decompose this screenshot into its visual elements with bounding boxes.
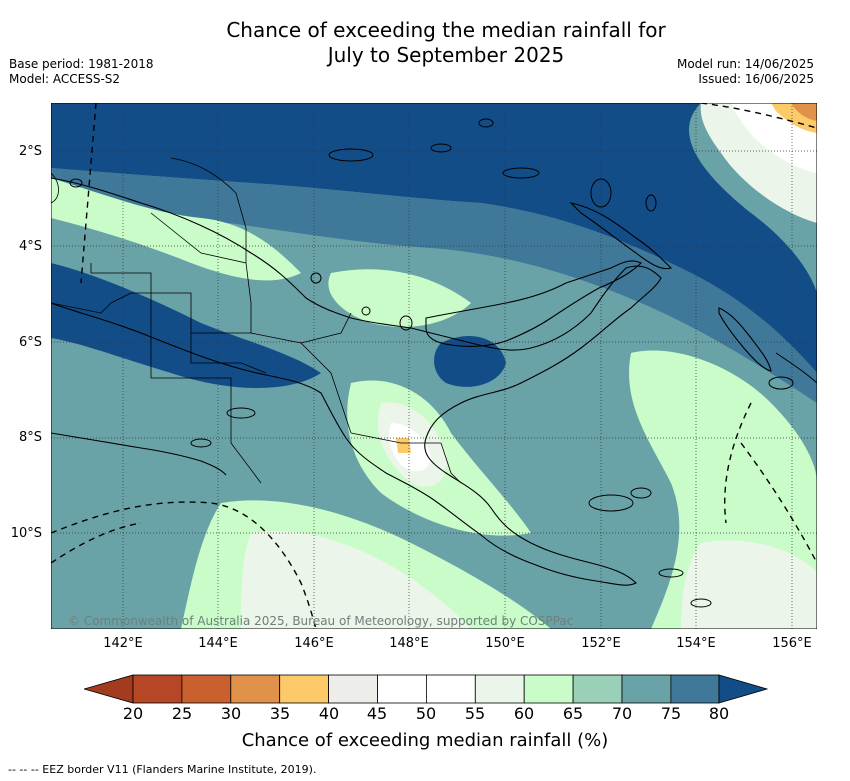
colorbar-tick-30: 30 — [220, 704, 242, 723]
lat-label-10s: 10°S — [10, 526, 42, 541]
colorbar-bin-75-80 — [670, 674, 720, 704]
colorbar-bin-30-35 — [230, 674, 281, 704]
zone-55-60-south — [241, 531, 471, 629]
meta-right: Model run: 14/06/2025 Issued: 16/06/2025 — [677, 57, 814, 87]
lon-label-150e: 150°E — [485, 636, 525, 651]
zone-60-65-north — [51, 178, 301, 281]
colorbar-tick-65: 65 — [562, 704, 584, 723]
lon-label-148e: 148°E — [389, 636, 429, 651]
colorbar — [84, 674, 768, 704]
rainfall-map — [51, 103, 817, 629]
colorbar-bin-20-25 — [132, 674, 183, 704]
lat-label-8s: 8°S — [18, 430, 42, 445]
colorbar-tick-80: 80 — [708, 704, 730, 723]
lon-label-152e: 152°E — [581, 636, 621, 651]
colorbar-tick-40: 40 — [318, 704, 340, 723]
colorbar-over — [718, 674, 768, 704]
colorbar-bin-50-55 — [425, 674, 476, 704]
lon-label-142e: 142°E — [103, 636, 143, 651]
lat-label-4s: 4°S — [18, 239, 42, 254]
lon-label-144e: 144°E — [198, 636, 238, 651]
colorbar-tick-45: 45 — [366, 704, 388, 723]
lat-label-6s: 6°S — [18, 335, 42, 350]
title-line-1: Chance of exceeding the median rainfall … — [226, 18, 666, 42]
colorbar-tick-60: 60 — [513, 704, 535, 723]
zone-55-60-se — [681, 540, 817, 629]
colorbar-bin-35-40 — [279, 674, 329, 704]
zone-35-40-central — [396, 438, 411, 453]
colorbar-tick-20: 20 — [122, 704, 144, 723]
zone-60-65-central — [328, 269, 471, 327]
base-period: Base period: 1981-2018 — [9, 57, 154, 71]
map-title: Chance of exceeding the median rainfall … — [0, 18, 850, 68]
model-run: Model run: 14/06/2025 — [676, 57, 814, 71]
lon-label-156e: 156°E — [772, 636, 812, 651]
issued-date: Issued: 16/06/2025 — [698, 72, 814, 86]
lon-label-154e: 154°E — [676, 636, 716, 651]
lat-label-2s: 2°S — [18, 144, 42, 159]
colorbar-tick-25: 25 — [171, 704, 193, 723]
islands — [69, 118, 794, 608]
zone-75-north — [51, 168, 817, 403]
lon-label-146e: 146°E — [294, 636, 334, 651]
zone-80-central — [434, 335, 506, 387]
coastline-south — [51, 432, 227, 476]
graticule — [51, 103, 817, 629]
colorbar-bin-40-45 — [328, 674, 378, 704]
copyright-notice: © Commonwealth of Australia 2025, Bureau… — [68, 614, 574, 628]
colorbar-bin-60-65 — [523, 674, 574, 704]
coastline-new-britain — [425, 260, 642, 347]
colorbar-under — [84, 674, 134, 704]
zone-30-35-ne — [791, 103, 817, 121]
coastline-new-guinea — [51, 177, 662, 586]
colorbar-bin-25-30 — [181, 674, 232, 704]
coastline-bougainville — [718, 307, 772, 372]
colorbar-bin-65-70 — [572, 674, 623, 704]
colorbar-bin-70-75 — [621, 674, 672, 704]
model-name: Model: ACCESS-S2 — [9, 72, 121, 86]
colorbar-tick-70: 70 — [611, 704, 633, 723]
colorbar-label: Chance of exceeding median rainfall (%) — [241, 730, 609, 751]
zone-80-north — [51, 103, 817, 373]
colorbar-tick-50: 50 — [415, 704, 437, 723]
zone-80-west — [51, 263, 321, 388]
colorbar-tick-55: 55 — [464, 704, 486, 723]
province-borders — [51, 157, 462, 484]
coastline-solomon — [775, 352, 817, 384]
colorbar-tick-75: 75 — [660, 704, 682, 723]
title-line-2: July to September 2025 — [327, 43, 565, 67]
colorbar-bin-55-60 — [474, 674, 525, 704]
colorbar-tick-35: 35 — [269, 704, 291, 723]
colorbar-bin-45-50 — [377, 674, 427, 704]
eez-footnote: -- -- -- EEZ border V11 (Flanders Marine… — [8, 763, 317, 776]
meta-left: Base period: 1981-2018 Model: ACCESS-S2 — [9, 57, 154, 87]
eez-borders — [51, 103, 817, 629]
coastline-new-ireland — [569, 202, 673, 270]
